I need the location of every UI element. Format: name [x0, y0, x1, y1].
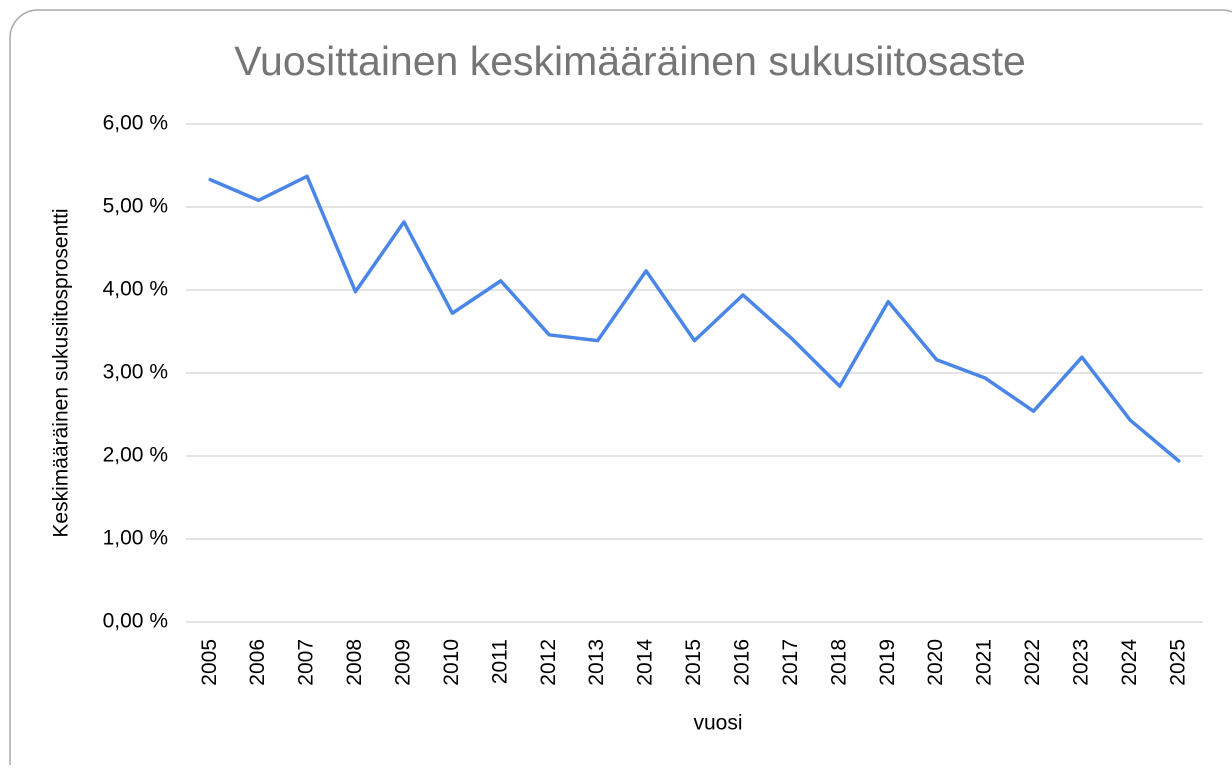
x-tick-label: 2023 — [1069, 639, 1092, 686]
chart-frame — [9, 9, 1232, 770]
x-tick-label: 2009 — [391, 639, 414, 686]
x-tick-label: 2012 — [537, 639, 560, 686]
x-tick-label: 2019 — [876, 639, 899, 686]
x-tick-label: 2020 — [924, 639, 947, 686]
x-tick-label: 2017 — [779, 639, 802, 686]
y-tick-label: 3,00 % — [103, 361, 168, 384]
y-axis-label: Keskimääräinen sukusiitosprosentti — [50, 208, 73, 537]
x-tick-label: 2021 — [973, 639, 996, 686]
y-tick-label: 0,00 % — [103, 610, 168, 633]
x-tick-label: 2007 — [295, 639, 318, 686]
y-tick-label: 2,00 % — [103, 444, 168, 467]
x-tick-label: 2014 — [634, 639, 657, 686]
y-tick-label: 5,00 % — [103, 195, 168, 218]
y-tick-label: 1,00 % — [103, 527, 168, 550]
x-tick-label: 2011 — [488, 639, 511, 684]
x-tick-label: 2010 — [440, 639, 463, 686]
x-tick-label: 2022 — [1021, 639, 1044, 686]
x-tick-label: 2018 — [827, 639, 850, 686]
x-tick-label: 2013 — [585, 639, 608, 686]
x-tick-label: 2006 — [246, 639, 269, 686]
x-tick-label: 2025 — [1166, 639, 1189, 686]
y-tick-label: 4,00 % — [103, 278, 168, 301]
chart-title: Vuosittainen keskimääräinen sukusiitosas… — [234, 38, 1026, 84]
x-tick-label: 2008 — [343, 639, 366, 686]
x-tick-label: 2024 — [1118, 639, 1141, 686]
y-tick-label: 6,00 % — [103, 112, 168, 135]
data-line — [208, 174, 1181, 463]
x-tick-label: 2015 — [682, 639, 705, 686]
x-axis-label: vuosi — [693, 712, 742, 735]
x-tick-label: 2005 — [198, 639, 221, 686]
x-tick-label: 2016 — [730, 639, 753, 686]
